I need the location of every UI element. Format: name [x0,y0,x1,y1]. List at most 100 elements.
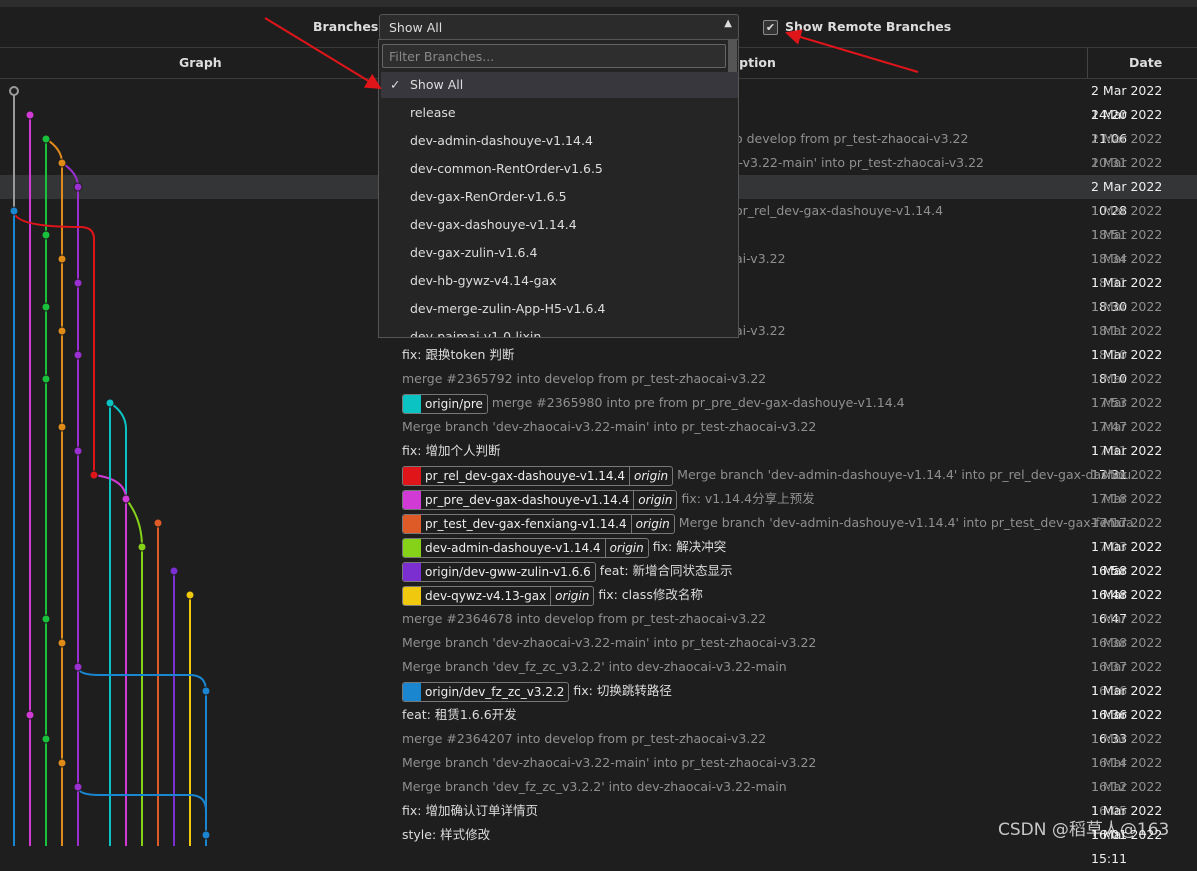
remote-name: origin [604,538,648,557]
branch-option[interactable]: dev-admin-dashouye-v1.14.4 [410,133,593,148]
branch-option[interactable]: dev-gax-RenOrder-v1.6.5 [410,189,567,204]
branch-option[interactable]: Show All ✓ [381,72,738,98]
commit-row[interactable]: dev-qywz-v4.13-gax origin fix: class修改名称 1 … [0,583,1197,626]
commit-message: fix: class修改名称 [598,587,703,602]
commit-row[interactable]: feat: 租赁1.6.6开发 1 Mar 2022 16:33 [0,703,1197,746]
branch-option[interactable]: release [410,105,456,120]
column-divider [1087,48,1088,78]
commit-date: 1 Mar 2022 16:58 [1091,539,1163,578]
branch-option[interactable]: dev-hb-gywz-v4.14-gax [410,273,557,288]
commit-row[interactable]: fix: 增加个人判断 1 Mar 2022 17:31 [0,439,1197,482]
commit-message: fix: 增加个人判断 [402,443,501,458]
select-caret: ▲ [724,18,732,29]
remote-name: origin [633,490,676,509]
remote-name: origin [550,586,593,605]
commit-row[interactable]: or_rel_dev-gax-dashouye-v1.14.4 1 Mar 202… [0,199,1197,242]
commit-message: Merge branch 'dev_fz_zc_v3.2.2' into dev… [402,659,787,674]
commit-message: Merge branch 'dev-zhaocai-v3.22-main' in… [402,635,817,650]
branch-option[interactable]: dev-paimai-v1.0-lixin [410,329,542,338]
commit-date: 2 Mar 2022 10:31 [1091,131,1163,170]
commit-row[interactable]: Merge branch 'dev_fz_zc_v3.2.2' into dev… [0,655,1197,698]
commit-row[interactable]: fix: 跟换token 判断 1 Mar 2022 18:10 [0,343,1197,386]
remote-checkbox[interactable]: ✔ [763,20,778,35]
commit-row[interactable]: 2 Mar 2022 14:20 [0,79,1197,122]
watermark: CSDN @稻草人@163 [998,820,1170,840]
commit-date: 1 Mar 2022 17:03 [1091,515,1163,554]
commit-row[interactable]: merge #2364678 into develop from pr_test… [0,607,1197,650]
commit-row[interactable]: pr_rel_dev-gax-dashouye-v1.14.4 origin Mer… [0,463,1197,506]
commit-date: 1 Mar 2022 16:14 [1091,731,1163,770]
commit-row[interactable]: 1 Mar 2022 18:30 [0,271,1197,314]
commit-row[interactable]: Merge branch 'dev_fz_zc_v3.2.2' into dev… [0,775,1197,818]
branch-option[interactable]: dev-common-RentOrder-v1.6.5 [410,161,603,176]
commit-row[interactable]: fix: 增加确认订单详情页 1 Mar 2022 16:01 [0,799,1197,842]
branch-ref[interactable]: origin/dev-gww-zulin-v1.6.6 [402,561,596,582]
commit-description: origin/dev-gww-zulin-v1.6.6 feat: 新增合同状态显… [402,559,733,583]
commit-message: fix: 切换跳转路径 [573,683,672,698]
commit-row[interactable]: o develop from pr_test-zhaocai-v3.22 2 Ma… [0,127,1197,170]
commit-row[interactable]: pr_pre_dev-gax-dashouye-v1.14.4 origin fix… [0,487,1197,530]
commit-row[interactable]: merge #2365792 into develop from pr_test… [0,367,1197,410]
branch-name: origin/dev-gww-zulin-v1.6.6 [425,564,591,579]
commit-row[interactable]: origin/dev_fz_zc_v3.2.2 fix: 切换跳转路径 1 Mar … [0,679,1197,722]
filter-placeholder: Filter Branches... [389,49,495,64]
branch-ref[interactable]: pr_test_dev-gax-fenxiang-v1.14.4 origin [402,513,675,534]
commit-message: fix: v1.14.4分享上预发 [681,491,815,506]
commit-description: Merge branch 'dev_fz_zc_v3.2.2' into dev… [402,775,787,799]
commit-description: origin/pre merge #2365980 into pre from p… [402,391,905,415]
branch-option[interactable]: dev-merge-zulin-App-H5-v1.6.4 [410,301,606,316]
commit-description: merge #2364678 into develop from pr_test… [402,607,766,631]
commit-row[interactable]: 1 Mar 2022 18:11 [0,295,1197,338]
branch-ref[interactable]: dev-qywz-v4.13-gax origin [402,585,595,606]
commit-date: 1 Mar 2022 17:53 [1091,371,1163,410]
commit-row[interactable]: origin/dev-gww-zulin-v1.6.6 feat: 新增合同状态显… [0,559,1197,602]
branch-option[interactable]: dev-gax-dashouye-v1.14.4 [410,217,577,232]
commit-message: merge #2364678 into develop from pr_test… [402,611,767,626]
branch-ref[interactable]: pr_pre_dev-gax-dashouye-v1.14.4 origin [402,489,678,510]
branch-icon [403,562,421,581]
commit-row[interactable]: Merge branch 'dev-zhaocai-v3.22-main' in… [0,631,1197,674]
commit-row[interactable]: dev-admin-dashouye-v1.14.4 origin fix: 解决冲… [0,535,1197,578]
branch-select[interactable]: Show All ▲ [379,14,739,40]
branch-option[interactable]: dev-gax-zulin-v1.6.4 [410,245,538,260]
commit-date: 1 Mar 2022 16:48 [1091,563,1163,602]
branch-ref[interactable]: origin/dev_fz_zc_v3.2.2 [402,681,570,702]
branch-ref[interactable]: pr_rel_dev-gax-dashouye-v1.14.4 origin [402,465,674,486]
commit-description: merge #2365792 into develop from pr_test… [402,367,766,391]
commit-row[interactable]: Merge branch 'dev-zhaocai-v3.22-main' in… [0,415,1197,458]
commit-message: feat: 租赁1.6.6开发 [402,707,517,722]
date-header: Date [1129,55,1163,70]
commit-date: 1 Mar 2022 16:36 [1091,683,1163,722]
commit-date: 1 Mar 2022 17:31 [1091,419,1163,458]
commit-date: 1 Mar 2022 18:10 [1091,347,1163,386]
commit-date: 1 Mar 2022 16:01 [1091,803,1163,842]
branch-name: dev-qywz-v4.13-gax [425,588,547,603]
branches-label: Branches: [313,19,384,34]
tab-strip [0,0,1197,7]
commit-graph [9,86,211,846]
branch-ref[interactable]: origin/pre [402,393,488,414]
commit-description: or_rel_dev-gax-dashouye-v1.14.4 [735,203,944,218]
commit-description: Merge branch 'dev-zhaocai-v3.22-main' in… [402,631,816,655]
commit-row[interactable]: 2 Mar 2022 11:06 [0,103,1197,146]
commit-date: 1 Mar 2022 18:34 [1091,227,1163,266]
commit-row[interactable]: ai-v3.22 1 Mar 2022 18:10 [0,319,1197,362]
branch-ref[interactable]: dev-admin-dashouye-v1.14.4 origin [402,537,649,558]
commit-row[interactable]: origin/pre merge #2365980 into pre from p… [0,391,1197,434]
commit-row[interactable]: 1 Mar 2022 18:34 [0,223,1197,266]
commit-row[interactable]: ai-v3.22 1 Mar 2022 18:31 [0,247,1197,290]
branch-icon [403,538,421,557]
commit-row[interactable]: Merge branch 'dev-zhaocai-v3.22-main' in… [0,751,1197,794]
commit-message: merge #2364207 into develop from pr_test… [402,731,767,746]
commit-row[interactable]: pr_test_dev-gax-fenxiang-v1.14.4 origin Me… [0,511,1197,554]
commit-message: Merge branch 'dev-admin-dashouye-v1.14.4… [677,467,1144,482]
filter-input[interactable]: Filter Branches... [382,44,726,68]
commit-date: 1 Mar 2022 18:11 [1091,299,1163,338]
branch-name: pr_pre_dev-gax-dashouye-v1.14.4 [425,492,630,507]
branch-name: origin/dev_fz_zc_v3.2.2 [425,684,565,699]
commit-date: 1 Mar 2022 17:31 [1091,443,1163,482]
commit-message: Merge branch 'dev-zhaocai-v3.22-main' in… [402,419,817,434]
branch-name: pr_rel_dev-gax-dashouye-v1.14.4 [425,468,625,483]
commit-row[interactable]: merge #2364207 into develop from pr_test… [0,727,1197,770]
graph-header: Graph [179,55,222,70]
